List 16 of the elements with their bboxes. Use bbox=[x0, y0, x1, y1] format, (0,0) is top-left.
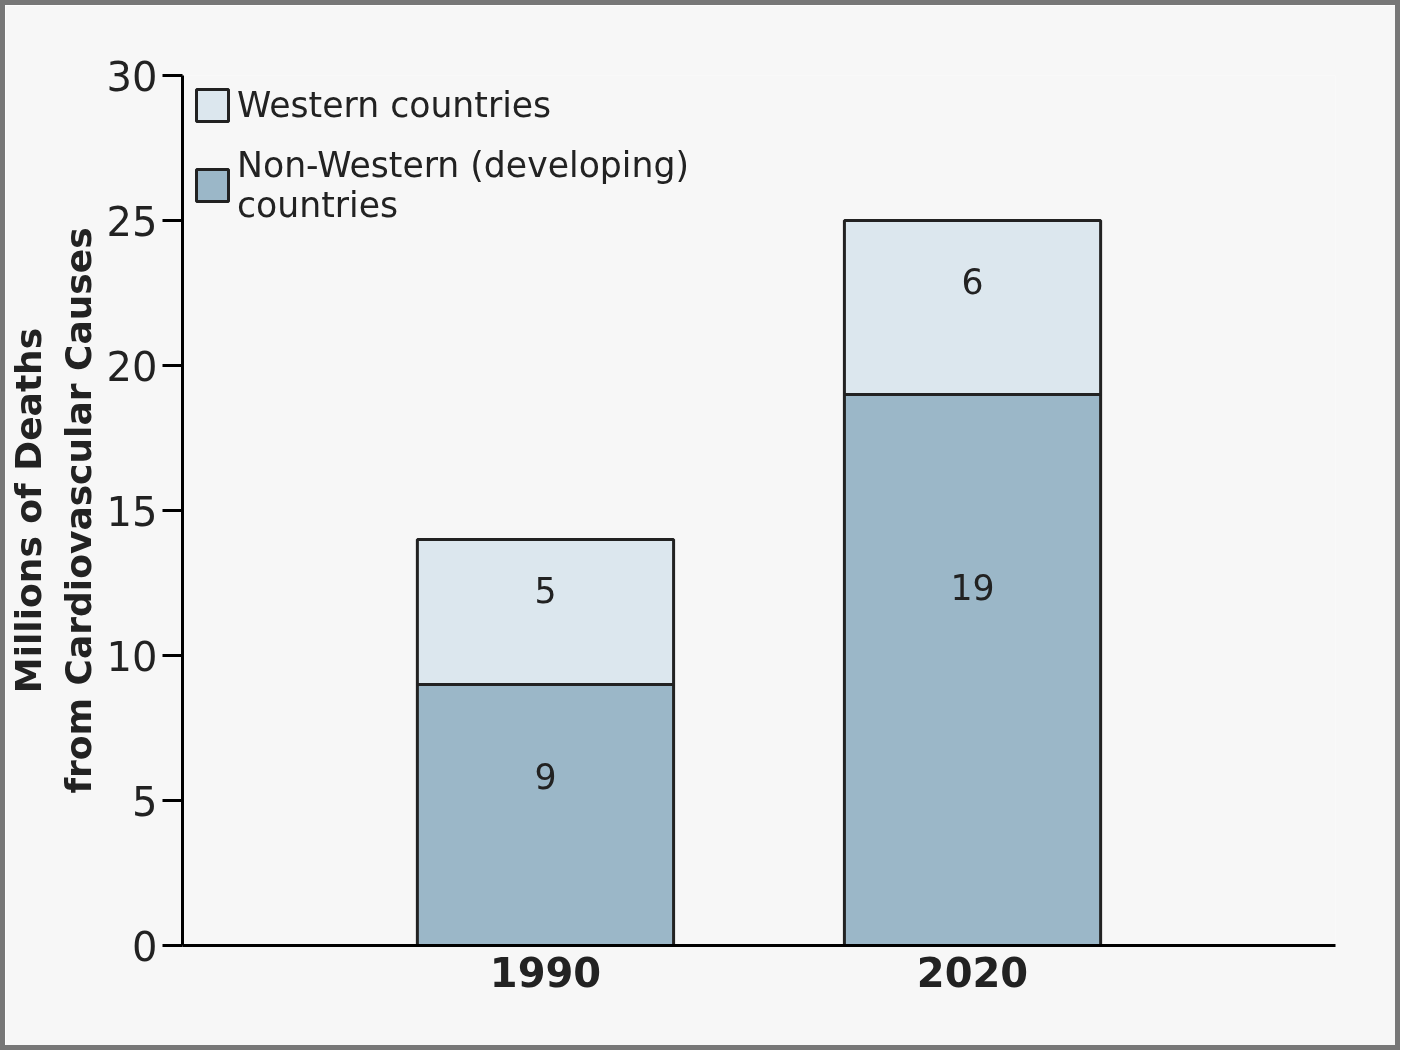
data-label: 9 bbox=[534, 756, 557, 797]
y-tick-label: 30 bbox=[106, 53, 158, 100]
y-tick-label: 0 bbox=[132, 923, 158, 970]
y-tick-label: 15 bbox=[106, 488, 158, 535]
legend-label: Western countries bbox=[237, 85, 552, 125]
x-tick-label: 1990 bbox=[489, 949, 602, 996]
legend-label: Non-Western (developing) countries bbox=[237, 145, 689, 225]
data-label: 6 bbox=[961, 262, 984, 303]
y-axis-title: Millions of Deaths from Cardiovascular Causes bbox=[8, 227, 99, 794]
y-tick-label: 25 bbox=[106, 198, 158, 245]
data-label: 19 bbox=[950, 568, 995, 609]
y-tick-label: 10 bbox=[106, 633, 158, 680]
x-tick-label: 2020 bbox=[916, 949, 1029, 996]
y-tick-label: 20 bbox=[106, 343, 158, 390]
y-tick-label: 5 bbox=[132, 778, 158, 825]
data-label: 5 bbox=[534, 571, 557, 612]
